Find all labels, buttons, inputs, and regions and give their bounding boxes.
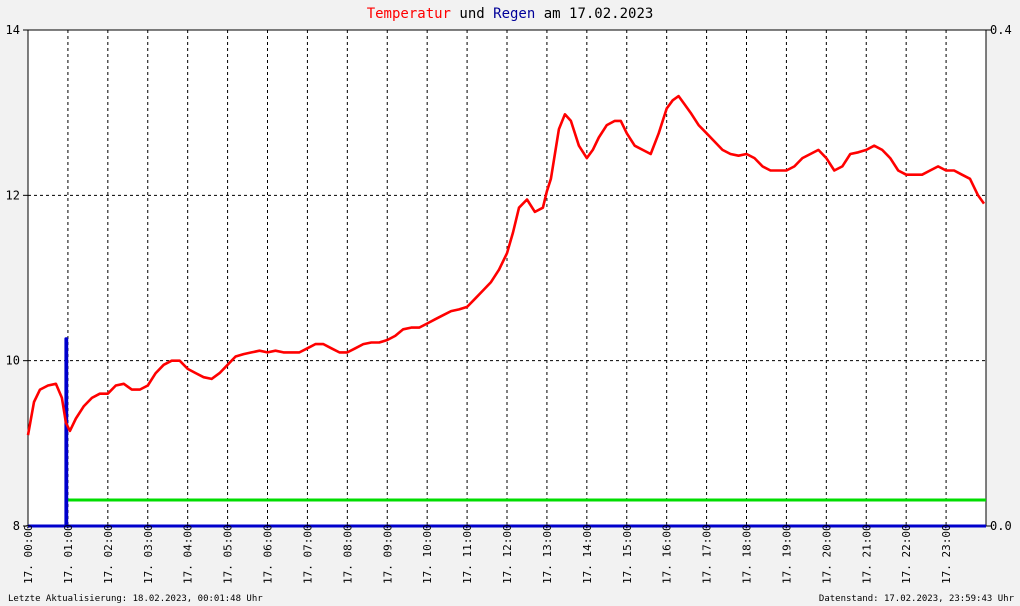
x-tick-labels: 17. 00:00 17. 01:00 17. 02:00 17. 03:00 17. …	[22, 524, 953, 584]
x-tick-label: 17. 04:00	[182, 524, 195, 584]
chart-title: Temperatur und Regen am 17.02.2023	[367, 6, 654, 22]
x-tick-label: 17. 08:00	[341, 524, 354, 584]
series-layer	[26, 94, 986, 528]
rain-line	[28, 337, 986, 528]
x-tick-label: 17. 05:00	[222, 524, 235, 584]
x-tick-label: 17. 12:00	[501, 524, 514, 584]
x-tick-label: 17. 15:00	[621, 524, 634, 584]
y-left-tick-label: 14	[6, 23, 20, 37]
footer-last-update: Letzte Aktualisierung: 18.02.2023, 00:01…	[8, 594, 263, 604]
x-tick-label: 17. 16:00	[661, 524, 674, 584]
y-left-tick-label: 10	[6, 354, 20, 368]
x-tick-label: 17. 17:00	[701, 524, 714, 584]
x-tick-label: 17. 11:00	[461, 524, 474, 584]
x-tick-label: 17. 21:00	[860, 524, 873, 584]
title-date: am 17.02.2023	[535, 6, 653, 22]
grid	[28, 30, 986, 526]
title-und: und	[451, 6, 493, 22]
footer-data-status: Datenstand: 17.02.2023, 23:59:43 Uhr	[819, 594, 1015, 604]
title-temperature: Temperatur	[367, 6, 451, 22]
y-tick-labels: 8 10 12 14 0.0 0.4	[6, 23, 1012, 533]
x-tick-label: 17. 06:00	[262, 524, 275, 584]
x-tick-label: 17. 10:00	[421, 524, 434, 584]
y-left-tick-label: 8	[13, 519, 20, 533]
title-rain: Regen	[493, 6, 535, 22]
y-right-tick-label: 0.0	[990, 519, 1012, 533]
x-tick-label: 17. 22:00	[900, 524, 913, 584]
y-right-tick-label: 0.4	[990, 23, 1012, 37]
x-tick-label: 17. 03:00	[142, 524, 155, 584]
x-tick-label: 17. 14:00	[581, 524, 594, 584]
x-tick-label: 17. 23:00	[940, 524, 953, 584]
x-tick-label: 17. 19:00	[780, 524, 793, 584]
x-tick-label: 17. 13:00	[541, 524, 554, 584]
x-tick-label: 17. 01:00	[62, 524, 75, 584]
x-tick-label: 17. 07:00	[301, 524, 314, 584]
x-tick-label: 17. 02:00	[102, 524, 115, 584]
y-left-tick-label: 12	[6, 188, 20, 202]
x-tick-label: 17. 20:00	[820, 524, 833, 584]
x-tick-label: 17. 18:00	[741, 524, 754, 584]
x-tick-label: 17. 00:00	[22, 524, 35, 584]
temperature-line	[26, 94, 986, 436]
x-tick-label: 17. 09:00	[381, 524, 394, 584]
